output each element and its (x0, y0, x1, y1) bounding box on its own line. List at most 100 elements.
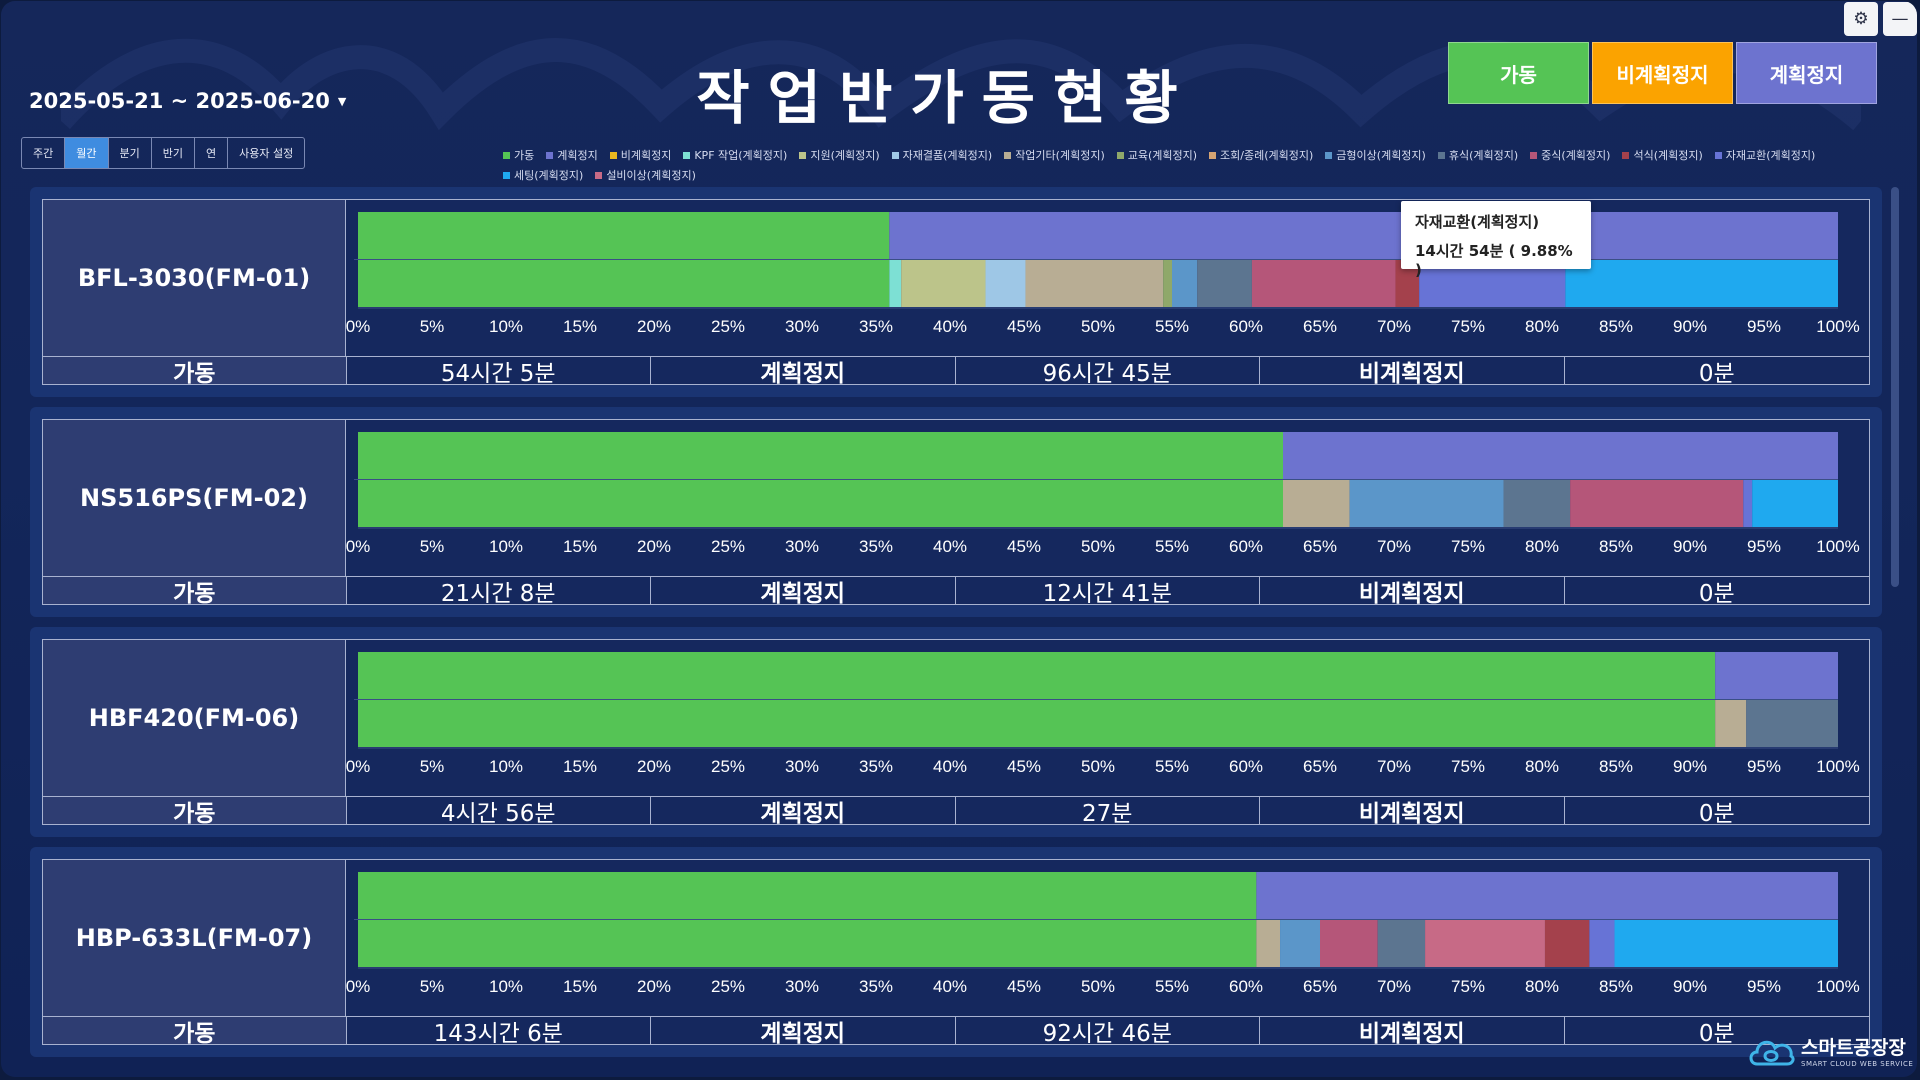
period-custom-button[interactable]: 사용자 설정 (239, 147, 294, 160)
legend-item[interactable]: 휴식(계획정지) (1437, 147, 1518, 163)
chart-tooltip: 자재교환(계획정지) 14시간 54분 ( 9.88% ) (1401, 201, 1591, 279)
period-weekly-button[interactable]: 주간 (22, 138, 66, 168)
bar-segment[interactable] (1565, 260, 1838, 307)
bar-segment[interactable] (1614, 920, 1838, 967)
scrollbar-thumb[interactable] (1891, 187, 1899, 587)
bar-segment[interactable] (358, 920, 1257, 967)
legend-swatch (1116, 151, 1124, 159)
bar-segment[interactable] (1377, 920, 1426, 967)
legend-swatch (503, 171, 510, 179)
bar-segment[interactable] (1425, 920, 1545, 967)
bar-segment[interactable] (1743, 480, 1753, 527)
status-run-button[interactable]: 가동 (1448, 42, 1589, 104)
bar-segment[interactable] (1715, 700, 1747, 747)
scrollbar[interactable] (1890, 187, 1900, 1067)
legend-label: 비계획정지 (620, 149, 672, 162)
gear-icon[interactable]: ⚙ (1844, 2, 1878, 36)
bar-segment[interactable] (1025, 260, 1164, 307)
legend-item[interactable]: 세팅(계획정지) (503, 167, 583, 183)
legend-swatch (799, 151, 807, 159)
bar-segment[interactable] (358, 872, 1257, 919)
legend-label: 가동 (514, 149, 535, 162)
legend-item[interactable]: 조회/종례(계획정지) (1209, 147, 1313, 163)
bar-segment[interactable] (358, 652, 1716, 699)
legend-item[interactable]: 중식(계획정지) (1530, 147, 1610, 163)
bar-segment[interactable] (901, 260, 986, 307)
bar-segment[interactable] (358, 480, 1283, 527)
legend-item[interactable]: 설비이상(계획정지) (595, 167, 696, 183)
bar-segment[interactable] (1503, 480, 1571, 527)
legend-item[interactable]: 가동 (503, 147, 534, 163)
bar-segment[interactable] (1251, 260, 1396, 307)
x-tick-label: 40% (933, 757, 967, 776)
period-half-button[interactable]: 반기 (152, 138, 195, 168)
x-tick-label: 80% (1525, 757, 1559, 776)
bar-segment[interactable] (1197, 260, 1252, 307)
legend-item[interactable]: 교육(계획정지) (1116, 147, 1197, 163)
bar-segment[interactable] (1256, 920, 1281, 967)
bar-segment[interactable] (1570, 480, 1744, 527)
bar-segment[interactable] (1544, 920, 1590, 967)
period-selector: 주간 월간 분기 반기 연 사용자 설정 (21, 137, 306, 169)
legend-item[interactable]: 지원(계획정지) (799, 147, 880, 163)
x-tick-label: 60% (1229, 757, 1263, 776)
bar-segment[interactable] (1349, 480, 1504, 527)
bar-segment[interactable] (1715, 652, 1838, 699)
bar-segment[interactable] (1746, 700, 1838, 747)
x-tick-label: 40% (933, 977, 967, 996)
bar-segment[interactable] (1320, 920, 1378, 967)
chart-legend: 가동 계획정지 비계획정지 KPF 작업(계획정지) 지원(계획정지) 자재결품(계획정지… (503, 147, 1833, 183)
period-monthly-button[interactable]: 월간 (65, 138, 109, 168)
bar-segment[interactable] (1172, 260, 1198, 307)
machine-name: BFL-3030(FM-01) (42, 199, 346, 357)
x-tick-label: 40% (933, 537, 967, 556)
bar-segment[interactable] (358, 260, 890, 307)
bar-segment[interactable] (358, 212, 890, 259)
bar-segment[interactable] (358, 432, 1283, 479)
bar-segment[interactable] (1589, 920, 1615, 967)
minimize-icon[interactable]: — (1883, 2, 1917, 36)
legend-item[interactable]: 비계획정지 (609, 147, 672, 163)
bar-segment[interactable] (1283, 480, 1350, 527)
machine-chart: 0% 5% 10% 15% 20% 25% 30% 35% 40% 45% 50% 55% 60% 65%… (346, 419, 1870, 577)
bar-segment[interactable] (889, 260, 902, 307)
bar-segment[interactable] (358, 700, 1716, 747)
legend-item[interactable]: KPF 작업(계획정지) (683, 147, 787, 163)
legend-item[interactable]: 계획정지 (546, 147, 598, 163)
bar-segment[interactable] (1283, 432, 1838, 479)
summary-row: 가동 4시간 56분 계획정지 27분 비계획정지 0분 (42, 797, 1870, 827)
x-tick-label: 35% (859, 317, 893, 336)
x-tick-label: 65% (1303, 757, 1337, 776)
x-tick-label: 90% (1673, 537, 1707, 556)
legend-item[interactable]: 자재결품(계획정지) (891, 147, 992, 163)
legend-swatch (609, 151, 617, 159)
legend-swatch (546, 151, 554, 159)
x-tick-label: 35% (859, 757, 893, 776)
stacked-bar-chart: 0% 5% 10% 15% 20% 25% 30% 35% 40% 45% 50% 55% 60% 65%… (346, 652, 1860, 776)
x-tick-label: 5% (420, 757, 445, 776)
x-tick-label: 45% (1007, 537, 1041, 556)
x-tick-label: 80% (1525, 977, 1559, 996)
bar-segment[interactable] (1395, 260, 1420, 307)
legend-label: 지원(계획정지) (810, 149, 880, 162)
x-tick-label: 50% (1081, 537, 1115, 556)
bar-segment[interactable] (1256, 872, 1838, 919)
legend-label: 석식(계획정지) (1633, 149, 1703, 162)
bar-segment[interactable] (1280, 920, 1320, 967)
status-planned-button[interactable]: 계획정지 (1736, 42, 1877, 104)
planned-label: 계획정지 (651, 797, 956, 827)
x-tick-label: 55% (1155, 757, 1189, 776)
status-unplanned-button[interactable]: 비계획정지 (1592, 42, 1733, 104)
period-quarter-button[interactable]: 분기 (109, 138, 152, 168)
bar-segment[interactable] (889, 212, 1838, 259)
bar-segment[interactable] (985, 260, 1026, 307)
legend-item[interactable]: 금형이상(계획정지) (1325, 147, 1426, 163)
x-tick-label: 15% (563, 537, 597, 556)
legend-item[interactable]: 석식(계획정지) (1622, 147, 1703, 163)
legend-item[interactable]: 작업기타(계획정지) (1004, 147, 1105, 163)
date-range-picker[interactable]: 2025-05-21 ~ 2025-06-20 ▼ (29, 89, 346, 113)
bar-segment[interactable] (1752, 480, 1838, 527)
legend-item[interactable]: 자재교환(계획정지) (1714, 147, 1815, 163)
period-year-button[interactable]: 연 (195, 138, 229, 168)
bar-segment[interactable] (1163, 260, 1172, 307)
